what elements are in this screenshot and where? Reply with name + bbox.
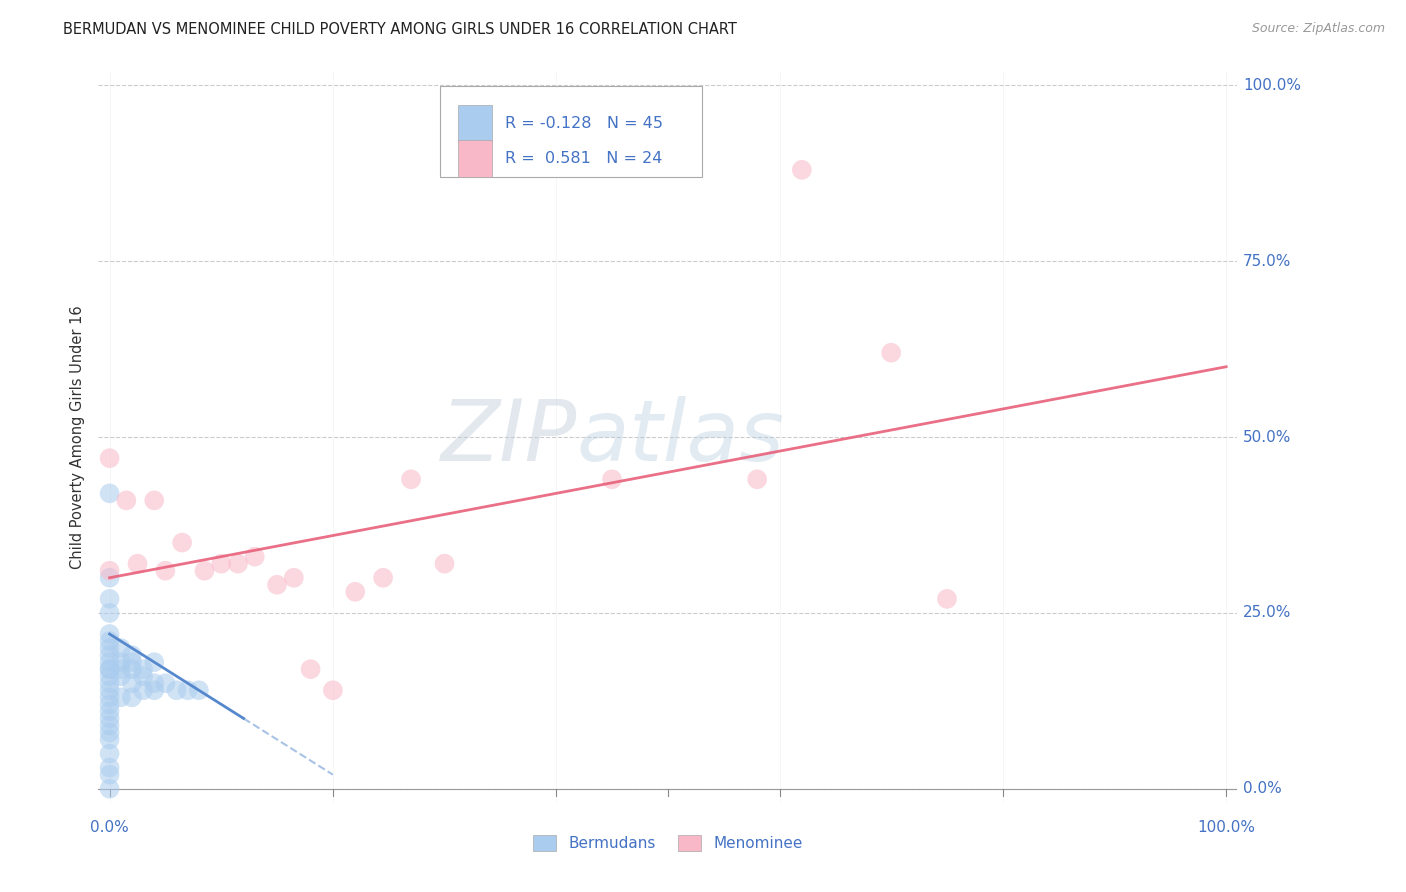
Point	[98, 705, 121, 719]
Point	[121, 648, 143, 662]
Point	[98, 732, 121, 747]
Text: 50.0%: 50.0%	[1243, 430, 1291, 444]
FancyBboxPatch shape	[458, 140, 492, 177]
Text: 0.0%: 0.0%	[90, 821, 129, 836]
Point	[110, 641, 132, 656]
Point	[98, 641, 121, 656]
Text: 25.0%: 25.0%	[1243, 606, 1291, 621]
Point	[110, 669, 132, 683]
Point	[143, 493, 166, 508]
Point	[98, 683, 121, 698]
Point	[132, 683, 155, 698]
Point	[433, 557, 456, 571]
Point	[98, 669, 121, 683]
Point	[880, 345, 903, 359]
Text: BERMUDAN VS MENOMINEE CHILD POVERTY AMONG GIRLS UNDER 16 CORRELATION CHART: BERMUDAN VS MENOMINEE CHILD POVERTY AMON…	[63, 22, 737, 37]
Point	[132, 662, 155, 676]
Point	[344, 584, 367, 599]
Point	[143, 655, 166, 669]
Point	[121, 655, 143, 669]
Point	[110, 662, 132, 676]
Point	[110, 655, 132, 669]
Point	[98, 676, 121, 690]
Point	[132, 669, 155, 683]
Point	[155, 676, 177, 690]
Point	[110, 690, 132, 705]
Point	[98, 591, 121, 606]
Point	[283, 571, 305, 585]
Point	[98, 451, 121, 466]
Point	[299, 662, 322, 676]
Point	[209, 557, 232, 571]
Point	[399, 472, 422, 486]
Text: 100.0%: 100.0%	[1243, 78, 1301, 93]
Text: atlas: atlas	[576, 395, 785, 479]
Point	[243, 549, 266, 564]
Point	[98, 711, 121, 725]
Point	[98, 655, 121, 669]
Text: R =  0.581   N = 24: R = 0.581 N = 24	[505, 151, 662, 166]
Point	[98, 747, 121, 761]
Point	[266, 578, 288, 592]
Point	[143, 676, 166, 690]
Point	[600, 472, 623, 486]
Point	[98, 698, 121, 712]
Point	[98, 781, 121, 796]
Point	[98, 662, 121, 676]
Point	[98, 571, 121, 585]
Point	[121, 662, 143, 676]
Point	[98, 634, 121, 648]
Point	[747, 472, 769, 486]
Point	[166, 683, 188, 698]
FancyBboxPatch shape	[440, 86, 702, 178]
Point	[98, 627, 121, 641]
Point	[98, 725, 121, 739]
Point	[177, 683, 200, 698]
Point	[98, 662, 121, 676]
Point	[98, 761, 121, 775]
Point	[115, 493, 138, 508]
Text: 75.0%: 75.0%	[1243, 253, 1291, 268]
Text: ZIP: ZIP	[440, 395, 576, 479]
Point	[98, 718, 121, 732]
Point	[187, 683, 209, 698]
Point	[371, 571, 394, 585]
Y-axis label: Child Poverty Among Girls Under 16: Child Poverty Among Girls Under 16	[69, 305, 84, 569]
Legend: Bermudans, Menominee: Bermudans, Menominee	[527, 830, 808, 857]
Point	[98, 767, 121, 781]
Point	[143, 683, 166, 698]
Point	[936, 591, 959, 606]
Point	[98, 690, 121, 705]
Text: 100.0%: 100.0%	[1197, 821, 1256, 836]
FancyBboxPatch shape	[458, 105, 492, 142]
Point	[226, 557, 249, 571]
Point	[172, 535, 194, 549]
Point	[98, 564, 121, 578]
Point	[121, 676, 143, 690]
Point	[322, 683, 344, 698]
Text: R = -0.128   N = 45: R = -0.128 N = 45	[505, 116, 664, 131]
Text: 0.0%: 0.0%	[1243, 781, 1282, 797]
Point	[98, 486, 121, 500]
Point	[155, 564, 177, 578]
Point	[98, 606, 121, 620]
Point	[193, 564, 215, 578]
Point	[98, 648, 121, 662]
Point	[127, 557, 149, 571]
Point	[790, 162, 813, 177]
Text: Source: ZipAtlas.com: Source: ZipAtlas.com	[1251, 22, 1385, 36]
Point	[121, 690, 143, 705]
